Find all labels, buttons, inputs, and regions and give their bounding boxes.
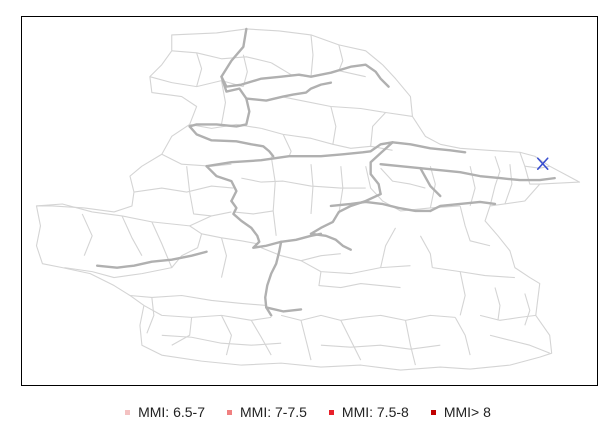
- legend-label: MMI: 7-7.5: [240, 404, 307, 420]
- legend-label: MMI> 8: [443, 404, 491, 420]
- legend-item-mmi-7-5-8: MMI: 7.5-8: [328, 404, 409, 420]
- map-frame: [21, 16, 598, 386]
- mmi-legend: MMI: 6.5-7 MMI: 7-7.5 MMI: 7.5-8 MMI> 8: [0, 402, 616, 422]
- legend-swatch-icon: [328, 409, 334, 415]
- legend-swatch-icon: [125, 409, 131, 415]
- legend-item-mmi-7-7-5: MMI: 7-7.5: [227, 404, 307, 420]
- legend-label: MMI: 7.5-8: [341, 404, 409, 420]
- province-map[interactable]: [22, 17, 597, 385]
- legend-swatch-icon: [227, 409, 232, 415]
- minor-boundaries: [35, 28, 581, 371]
- legend-item-mmi-8-plus: MMI> 8: [430, 404, 491, 420]
- legend-label: MMI: 6.5-7: [138, 404, 205, 420]
- epicenter-marker: [536, 157, 549, 170]
- major-boundaries: [95, 27, 556, 317]
- legend-item-mmi-6-5-7: MMI: 6.5-7: [125, 404, 205, 420]
- x-mark-icon-stroke-b: [536, 157, 549, 170]
- legend-swatch-icon: [430, 409, 436, 415]
